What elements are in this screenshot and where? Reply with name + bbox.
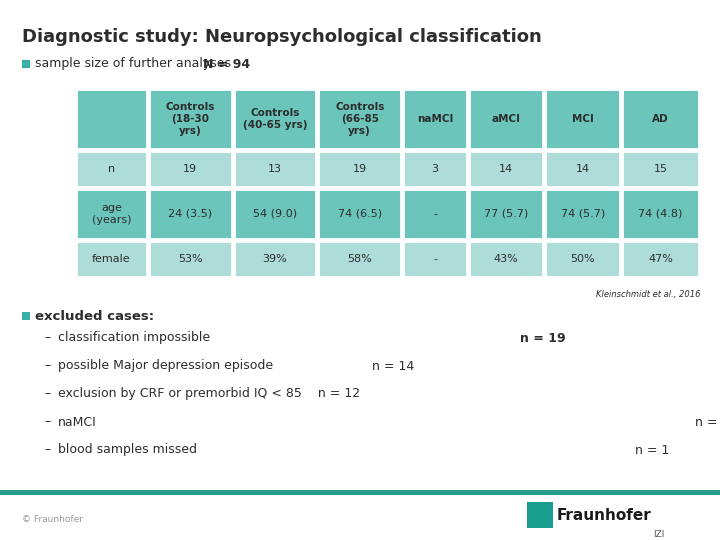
Text: n =: n = bbox=[695, 415, 718, 429]
FancyBboxPatch shape bbox=[22, 60, 30, 68]
Text: n: n bbox=[108, 164, 115, 174]
FancyBboxPatch shape bbox=[546, 189, 620, 239]
Text: 54 (9.0): 54 (9.0) bbox=[253, 209, 297, 219]
FancyBboxPatch shape bbox=[233, 151, 316, 187]
Text: n = 19: n = 19 bbox=[520, 332, 566, 345]
FancyBboxPatch shape bbox=[469, 151, 544, 187]
Text: 53%: 53% bbox=[178, 254, 202, 264]
FancyBboxPatch shape bbox=[233, 89, 316, 149]
Text: 50%: 50% bbox=[570, 254, 595, 264]
Text: IZI: IZI bbox=[653, 530, 665, 539]
Text: 74 (6.5): 74 (6.5) bbox=[338, 209, 382, 219]
FancyBboxPatch shape bbox=[318, 241, 401, 277]
FancyBboxPatch shape bbox=[403, 151, 467, 187]
Text: age
(years): age (years) bbox=[91, 203, 131, 225]
FancyBboxPatch shape bbox=[622, 241, 699, 277]
Text: Kleinschmidt et al., 2016: Kleinschmidt et al., 2016 bbox=[595, 290, 700, 299]
Text: 74 (4.8): 74 (4.8) bbox=[638, 209, 683, 219]
FancyBboxPatch shape bbox=[149, 241, 232, 277]
Text: -: - bbox=[433, 254, 437, 264]
FancyBboxPatch shape bbox=[318, 151, 401, 187]
Text: 47%: 47% bbox=[648, 254, 673, 264]
Text: –: – bbox=[44, 443, 50, 456]
Text: 74 (5.7): 74 (5.7) bbox=[560, 209, 605, 219]
FancyBboxPatch shape bbox=[403, 89, 467, 149]
Text: classification impossible: classification impossible bbox=[58, 332, 210, 345]
FancyBboxPatch shape bbox=[76, 151, 147, 187]
Text: 14: 14 bbox=[575, 164, 590, 174]
FancyBboxPatch shape bbox=[149, 151, 232, 187]
Text: Controls
(66-85
yrs): Controls (66-85 yrs) bbox=[335, 102, 384, 137]
Text: exclusion by CRF or premorbid IQ < 85    n = 12: exclusion by CRF or premorbid IQ < 85 n … bbox=[58, 388, 360, 401]
FancyBboxPatch shape bbox=[149, 89, 232, 149]
FancyBboxPatch shape bbox=[546, 89, 620, 149]
FancyBboxPatch shape bbox=[76, 89, 147, 149]
FancyBboxPatch shape bbox=[76, 241, 147, 277]
Text: –: – bbox=[44, 415, 50, 429]
Text: n = 14: n = 14 bbox=[372, 360, 414, 373]
Text: Controls
(40-65 yrs): Controls (40-65 yrs) bbox=[243, 108, 307, 130]
FancyBboxPatch shape bbox=[469, 241, 544, 277]
FancyBboxPatch shape bbox=[233, 241, 316, 277]
Text: 24 (3.5): 24 (3.5) bbox=[168, 209, 212, 219]
Text: Diagnostic study: Neuropsychological classification: Diagnostic study: Neuropsychological cla… bbox=[22, 28, 541, 46]
Text: 15: 15 bbox=[654, 164, 667, 174]
Text: Controls
(18-30
yrs): Controls (18-30 yrs) bbox=[166, 102, 215, 137]
FancyBboxPatch shape bbox=[22, 312, 30, 320]
FancyBboxPatch shape bbox=[546, 151, 620, 187]
Text: AD: AD bbox=[652, 114, 669, 124]
Text: 14: 14 bbox=[499, 164, 513, 174]
FancyBboxPatch shape bbox=[469, 189, 544, 239]
Text: naMCI: naMCI bbox=[58, 415, 96, 429]
Text: 39%: 39% bbox=[263, 254, 287, 264]
Text: 19: 19 bbox=[183, 164, 197, 174]
FancyBboxPatch shape bbox=[527, 502, 553, 528]
Text: n = 1: n = 1 bbox=[635, 443, 670, 456]
Text: 19: 19 bbox=[353, 164, 366, 174]
Text: MCI: MCI bbox=[572, 114, 593, 124]
Text: naMCI: naMCI bbox=[417, 114, 454, 124]
Text: 77 (5.7): 77 (5.7) bbox=[484, 209, 528, 219]
FancyBboxPatch shape bbox=[233, 189, 316, 239]
Text: N = 94: N = 94 bbox=[203, 57, 250, 71]
Text: aMCI: aMCI bbox=[492, 114, 521, 124]
FancyBboxPatch shape bbox=[76, 189, 147, 239]
FancyBboxPatch shape bbox=[149, 189, 232, 239]
FancyBboxPatch shape bbox=[469, 89, 544, 149]
Text: blood samples missed: blood samples missed bbox=[58, 443, 197, 456]
Text: -: - bbox=[433, 209, 437, 219]
Text: © Fraunhofer: © Fraunhofer bbox=[22, 516, 83, 524]
Text: 58%: 58% bbox=[347, 254, 372, 264]
FancyBboxPatch shape bbox=[622, 151, 699, 187]
FancyBboxPatch shape bbox=[403, 189, 467, 239]
Text: –: – bbox=[44, 388, 50, 401]
FancyBboxPatch shape bbox=[318, 189, 401, 239]
Text: possible Major depression episode: possible Major depression episode bbox=[58, 360, 273, 373]
FancyBboxPatch shape bbox=[0, 490, 720, 495]
FancyBboxPatch shape bbox=[546, 241, 620, 277]
Text: 13: 13 bbox=[268, 164, 282, 174]
Text: Fraunhofer: Fraunhofer bbox=[557, 508, 652, 523]
Text: –: – bbox=[44, 360, 50, 373]
Text: sample size of further analyses: sample size of further analyses bbox=[35, 57, 235, 71]
Text: female: female bbox=[92, 254, 131, 264]
FancyBboxPatch shape bbox=[403, 241, 467, 277]
Text: –: – bbox=[44, 332, 50, 345]
FancyBboxPatch shape bbox=[622, 89, 699, 149]
FancyBboxPatch shape bbox=[318, 89, 401, 149]
Text: 43%: 43% bbox=[494, 254, 518, 264]
Text: 3: 3 bbox=[431, 164, 438, 174]
FancyBboxPatch shape bbox=[622, 189, 699, 239]
Text: excluded cases:: excluded cases: bbox=[35, 309, 154, 322]
